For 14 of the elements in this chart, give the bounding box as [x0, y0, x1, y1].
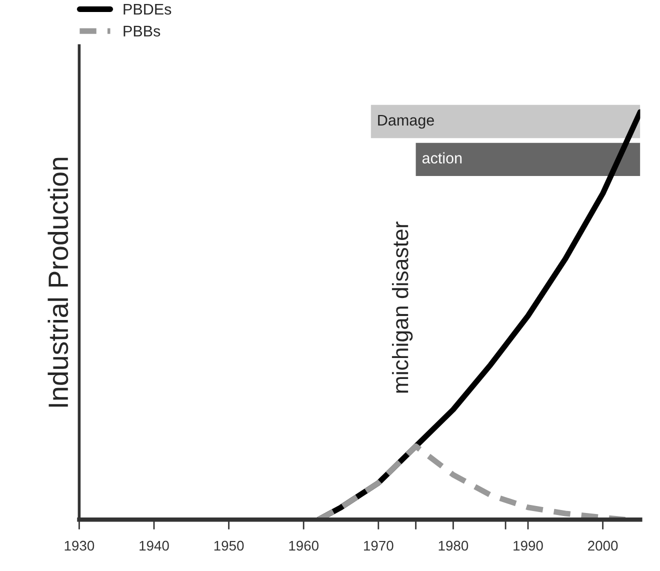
x-tick-label: 1940: [140, 540, 169, 551]
x-tick-label: 1990: [514, 540, 543, 551]
x-tick-label: 1930: [64, 540, 94, 551]
annotation: michigan disaster: [392, 222, 413, 393]
band-label: Damage: [378, 114, 434, 129]
x-tick-label: 1960: [289, 540, 319, 551]
y-axis-title: Industrial Production: [48, 158, 68, 407]
x-tick-label: 1980: [438, 540, 468, 551]
x-tick-label: 1950: [214, 540, 244, 551]
x-tick-label: 1970: [364, 540, 394, 551]
band-label: action: [422, 152, 462, 164]
x-tick-label: 2000: [588, 540, 618, 551]
legend-label: PBBs: [124, 26, 160, 37]
legend-label: PBDEs: [124, 4, 172, 15]
